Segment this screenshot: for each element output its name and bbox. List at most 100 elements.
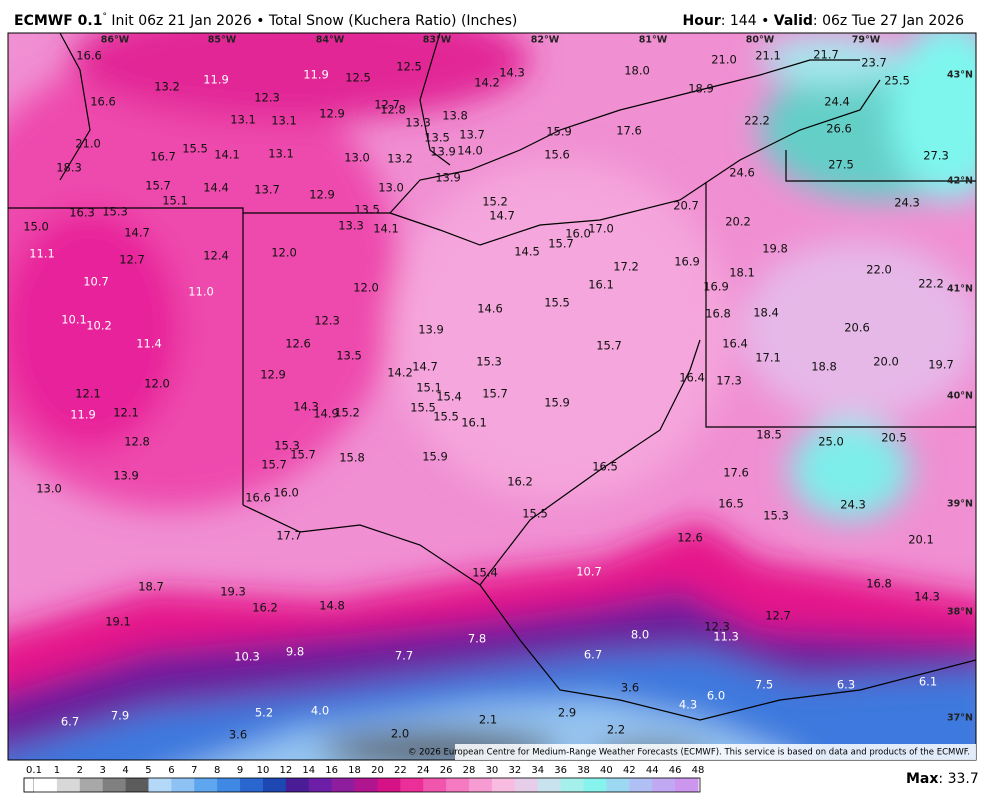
colorbar-label: 30 [486, 765, 499, 776]
snow-value: 13.1 [271, 114, 297, 128]
snow-value: 25.0 [818, 435, 844, 449]
snow-value: 11.3 [713, 630, 739, 644]
copyright-box [455, 744, 976, 760]
snow-value: 26.6 [826, 122, 852, 136]
colorbar-label: 5 [145, 765, 151, 776]
snow-value: 13.3 [405, 116, 431, 130]
snow-value: 13.2 [387, 152, 413, 166]
snow-value: 18.1 [729, 266, 755, 280]
snow-value: 14.3 [293, 400, 319, 414]
snow-value: 17.0 [588, 222, 614, 236]
snow-value: 14.7 [489, 209, 515, 223]
snow-value: 24.3 [894, 196, 920, 210]
snow-value: 21.1 [755, 49, 781, 63]
header-valid: Hour: 144 • Valid: 06z Tue 27 Jan 2026 [683, 13, 965, 29]
snow-value: 4.0 [311, 704, 329, 718]
snow-value: 20.1 [908, 533, 934, 547]
colorbar-label: 14 [302, 765, 315, 776]
colorbar-segment [331, 778, 356, 792]
colorbar-segment [56, 778, 81, 792]
snow-value: 24.6 [729, 166, 755, 180]
snow-value: 16.0 [565, 227, 591, 241]
snow-value: 13.5 [336, 349, 362, 363]
snow-value: 14.5 [514, 245, 540, 259]
snow-value: 18.4 [753, 306, 779, 320]
snow-value: 12.9 [260, 368, 286, 382]
colorbar-segment [194, 778, 218, 792]
snow-value: 7.9 [111, 709, 129, 723]
snow-value: 22.0 [866, 263, 892, 277]
snow-value: 15.8 [339, 451, 365, 465]
snow-value: 13.5 [354, 203, 380, 217]
colorbar-frame [23, 777, 701, 793]
snow-value: 14.2 [387, 366, 413, 380]
snow-value: 14.2 [474, 76, 500, 90]
colorbar-segment [423, 778, 447, 792]
snow-value: 15.9 [422, 450, 448, 464]
snow-value: 18.7 [138, 580, 164, 594]
snow-value: 12.7 [119, 253, 145, 267]
colorbar-label: 1 [54, 765, 60, 776]
colorbar-label: 18 [348, 765, 361, 776]
snow-value: 12.8 [380, 103, 406, 117]
snow-value: 20.2 [725, 215, 751, 229]
colorbar-segment [102, 778, 127, 792]
snow-value: 15.5 [182, 142, 208, 156]
snow-value: 20.6 [844, 321, 870, 335]
snow-value: 12.0 [271, 246, 297, 260]
colorbar-segment [377, 778, 401, 792]
snow-value: 10.7 [576, 565, 602, 579]
snow-value: 16.9 [674, 255, 700, 269]
colorbar-label: 4 [122, 765, 128, 776]
snow-value: 10.1 [61, 313, 87, 327]
colorbar-segment [79, 778, 104, 792]
colorbar-segment [285, 778, 310, 792]
snow-value: 13.9 [418, 323, 444, 337]
snow-value: 25.5 [884, 74, 910, 88]
colorbar-segment [400, 778, 424, 792]
snow-value: 15.3 [763, 509, 789, 523]
snow-value: 15.2 [482, 195, 508, 209]
snow-value: 11.9 [70, 408, 96, 422]
colorbar-label: 6 [168, 765, 174, 776]
snow-value: 19.1 [105, 615, 131, 629]
colorbar-label: 48 [692, 765, 705, 776]
snow-value: 15.5 [410, 401, 436, 415]
snow-value: 6.3 [837, 678, 855, 692]
snow-value: 15.3 [102, 205, 128, 219]
snow-value: 14.3 [499, 66, 525, 80]
snow-value: 10.2 [86, 319, 112, 333]
snow-value: 12.1 [113, 406, 139, 420]
snow-value: 12.3 [254, 91, 280, 105]
latitude-label: 38°N [947, 607, 973, 618]
snow-value: 2.0 [391, 727, 409, 741]
colorbar-segment [469, 778, 493, 792]
snow-value: 16.2 [507, 475, 533, 489]
colorbar-segment [308, 778, 333, 792]
colorbar-label: 28 [463, 765, 476, 776]
colorbar-end [23, 777, 35, 793]
colorbar-label: 34 [531, 765, 544, 776]
snow-value: 7.7 [395, 649, 413, 663]
snow-value: 22.2 [744, 114, 770, 128]
colorbar-label: 38 [577, 765, 590, 776]
colorbar-segment [354, 778, 378, 792]
snow-value: 11.0 [188, 285, 214, 299]
snow-value: 15.2 [334, 406, 360, 420]
snow-value: 14.0 [457, 144, 483, 158]
snow-value: 15.1 [416, 381, 442, 395]
snow-value: 27.3 [923, 149, 949, 163]
snow-value: 14.3 [914, 590, 940, 604]
colorbar-segment [491, 778, 516, 792]
snow-value: 7.8 [468, 632, 486, 646]
snow-value: 18.5 [756, 428, 782, 442]
snow-value: 21.0 [711, 53, 737, 67]
snow-value: 13.1 [268, 147, 294, 161]
snow-value: 16.4 [722, 337, 748, 351]
colorbar-segment [148, 778, 172, 792]
snow-value: 13.9 [113, 469, 139, 483]
colorbar-label: 12 [279, 765, 292, 776]
snow-value: 10.3 [234, 650, 260, 664]
snow-value: 8.0 [631, 628, 649, 642]
snow-value: 12.8 [124, 435, 150, 449]
